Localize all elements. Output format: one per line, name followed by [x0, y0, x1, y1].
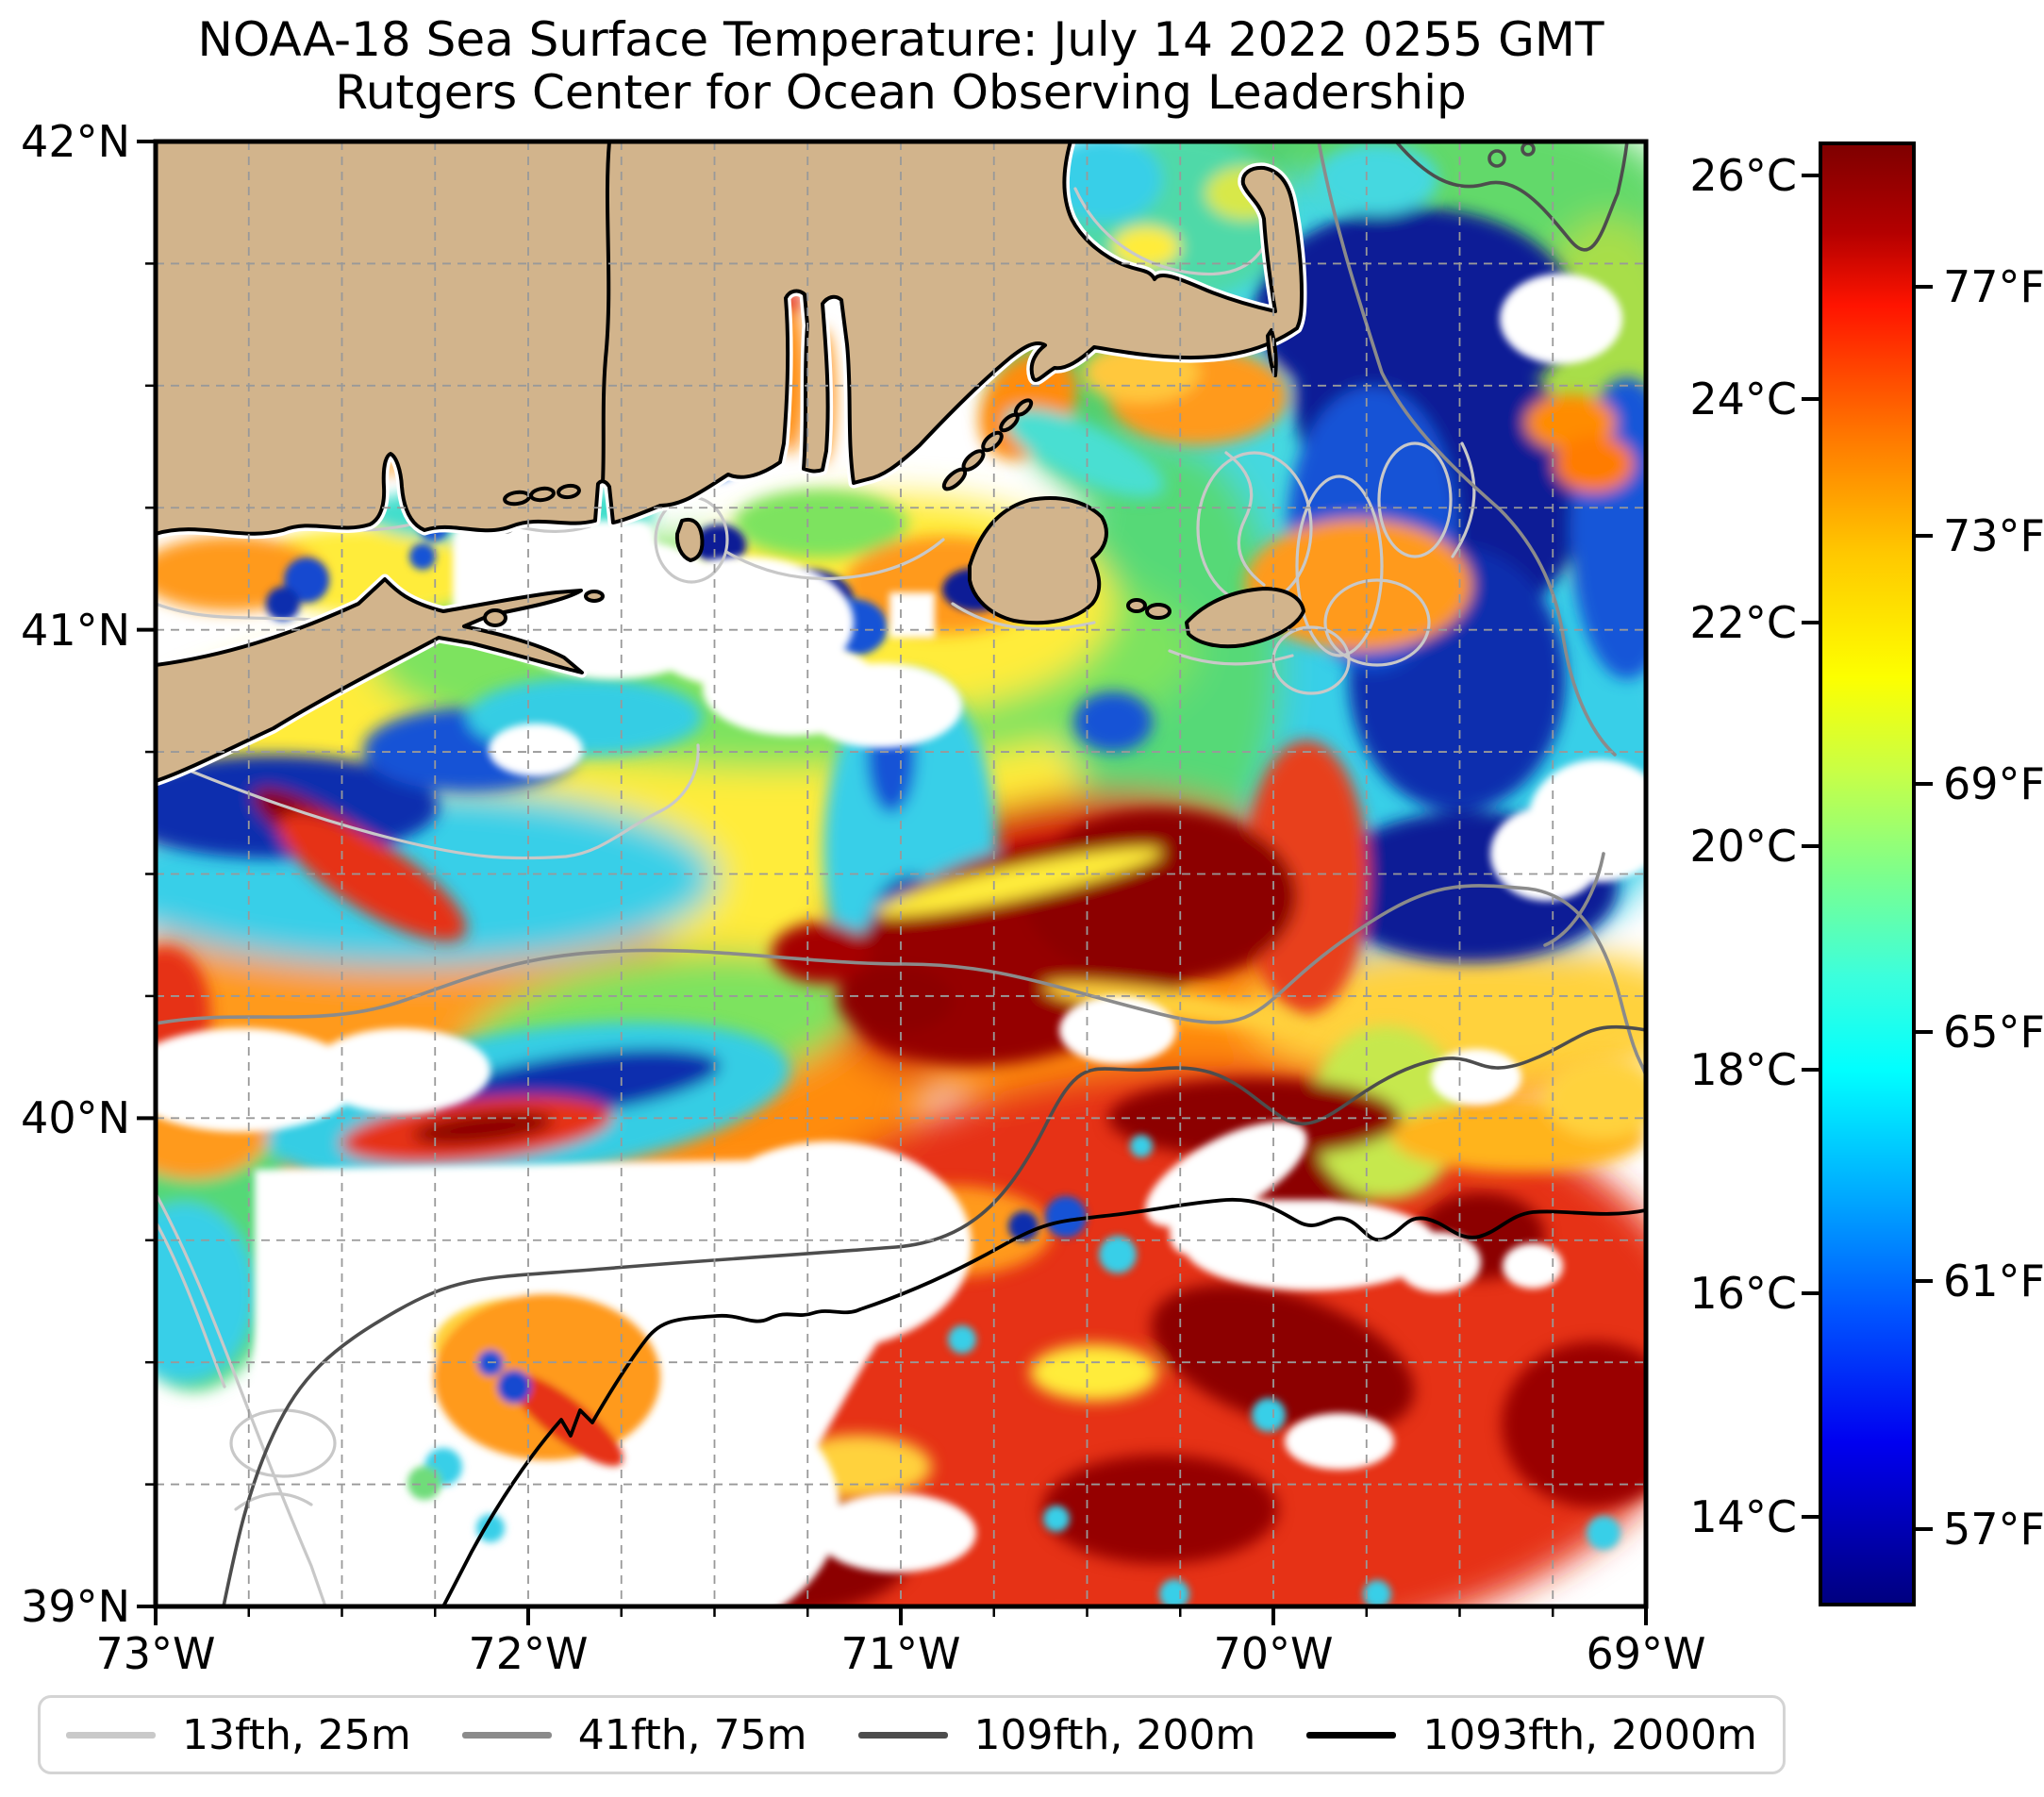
contour-200m [222, 141, 1646, 1606]
river-line [601, 141, 611, 484]
colorbar-tick [1802, 396, 1819, 401]
x-tick-label: 69°W [1586, 1628, 1706, 1679]
colorbar-celsius-label: 18°C [1689, 1043, 1797, 1095]
colorbar-tick [1916, 1527, 1933, 1532]
colorbar-tick [1802, 1067, 1819, 1072]
legend-label: 109fth, 200m [973, 1710, 1256, 1759]
colorbar-celsius-label: 26°C [1689, 149, 1797, 201]
colorbar-tick [1802, 1515, 1819, 1520]
legend-line-75m [461, 1731, 552, 1739]
legend-label: 41fth, 75m [577, 1710, 807, 1759]
colorbar-tick [1802, 173, 1819, 177]
colorbar-tick [1802, 843, 1819, 848]
legend-label: 1093fth, 2000m [1422, 1710, 1757, 1759]
colorbar-tick [1916, 781, 1933, 786]
colorbar-celsius-label: 22°C [1689, 596, 1797, 648]
legend-line-2000m [1306, 1731, 1397, 1739]
colorbar-fahrenheit-label: 69°F [1943, 757, 2044, 809]
colorbar-celsius-label: 24°C [1689, 373, 1797, 424]
colorbar-tick [1916, 1278, 1933, 1283]
colorbar-fahrenheit-label: 61°F [1943, 1255, 2044, 1306]
sst-field [156, 141, 1646, 1606]
y-tick-label: 39°N [21, 1581, 130, 1632]
colorbar-fahrenheit-label: 73°F [1943, 509, 2044, 561]
x-tick-label: 72°W [468, 1628, 589, 1679]
axis-ticks [137, 140, 1648, 1625]
colorbar-fahrenheit-label: 65°F [1943, 1007, 2044, 1058]
figure-subtitle: Rutgers Center for Ocean Observing Leade… [335, 65, 1467, 120]
legend-line-200m [857, 1731, 948, 1739]
x-tick-label: 71°W [840, 1628, 961, 1679]
x-tick-label: 73°W [95, 1628, 216, 1679]
legend-line-25m [66, 1731, 157, 1739]
colorbar-celsius-label: 20°C [1689, 820, 1797, 872]
land [156, 141, 1307, 787]
colorbar [1819, 141, 1916, 1606]
colorbar-tick [1916, 285, 1933, 290]
legend-item: 13fth, 25m [66, 1711, 411, 1759]
legend-item: 41fth, 75m [461, 1710, 807, 1759]
figure-title: NOAA-18 Sea Surface Temperature: July 14… [197, 12, 1604, 67]
legend-item: 1093fth, 2000m [1306, 1711, 1757, 1759]
colorbar-celsius-label: 16°C [1689, 1268, 1797, 1320]
colorbar-fahrenheit-label: 77°F [1943, 261, 2044, 313]
gridlines [156, 141, 1646, 1606]
x-tick-label: 70°W [1213, 1628, 1334, 1679]
colorbar-celsius-label: 14°C [1689, 1491, 1797, 1543]
colorbar-tick [1802, 620, 1819, 624]
colorbar-tick [1916, 533, 1933, 538]
colorbar-fahrenheit-label: 57°F [1943, 1504, 2044, 1556]
y-tick-label: 41°N [21, 604, 130, 656]
legend-label: 13fth, 25m [182, 1710, 411, 1759]
contour-2000m [441, 1198, 1646, 1606]
y-tick-label: 42°N [21, 116, 130, 167]
legend-item: 109fth, 200m [857, 1710, 1256, 1759]
bathymetry-legend: 13fth, 25m 41fth, 75m 109fth, 200m 1093f… [38, 1695, 1786, 1774]
colorbar-tick [1802, 1291, 1819, 1296]
y-tick-label: 40°N [21, 1092, 130, 1144]
colorbar-tick [1916, 1030, 1933, 1035]
